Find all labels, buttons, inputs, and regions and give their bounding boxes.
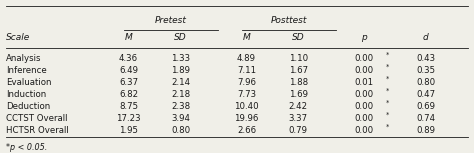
Text: 1.89: 1.89	[171, 66, 190, 75]
Text: 2.38: 2.38	[171, 102, 190, 111]
Text: 0.89: 0.89	[416, 126, 435, 135]
Text: *p < 0.05.: *p < 0.05.	[6, 143, 47, 152]
Text: 7.73: 7.73	[237, 90, 256, 99]
Text: 7.11: 7.11	[237, 66, 256, 75]
Text: 1.88: 1.88	[289, 78, 308, 87]
Text: 3.94: 3.94	[171, 114, 190, 123]
Text: 2.18: 2.18	[171, 90, 190, 99]
Text: 0.00: 0.00	[355, 66, 374, 75]
Text: HCTSR Overall: HCTSR Overall	[6, 126, 69, 135]
Text: 3.37: 3.37	[289, 114, 308, 123]
Text: 0.00: 0.00	[355, 126, 374, 135]
Text: 0.80: 0.80	[416, 78, 435, 87]
Text: 1.67: 1.67	[289, 66, 308, 75]
Text: Pretest: Pretest	[155, 16, 187, 25]
Text: M: M	[243, 33, 250, 42]
Text: 10.40: 10.40	[234, 102, 259, 111]
Text: Scale: Scale	[6, 33, 30, 42]
Text: 1.10: 1.10	[289, 54, 308, 63]
Text: 2.42: 2.42	[289, 102, 308, 111]
Text: M: M	[125, 33, 133, 42]
Text: 4.89: 4.89	[237, 54, 256, 63]
Text: 1.95: 1.95	[119, 126, 138, 135]
Text: *: *	[386, 63, 389, 69]
Text: 0.00: 0.00	[355, 102, 374, 111]
Text: *: *	[386, 111, 389, 117]
Text: 4.36: 4.36	[119, 54, 138, 63]
Text: *: *	[386, 99, 389, 105]
Text: 0.00: 0.00	[355, 90, 374, 99]
Text: Deduction: Deduction	[6, 102, 50, 111]
Text: *: *	[386, 52, 389, 58]
Text: *: *	[386, 75, 389, 82]
Text: 2.14: 2.14	[171, 78, 190, 87]
Text: Induction: Induction	[6, 90, 46, 99]
Text: 0.00: 0.00	[355, 54, 374, 63]
Text: d: d	[423, 33, 428, 42]
Text: p: p	[361, 33, 367, 42]
Text: 0.69: 0.69	[416, 102, 435, 111]
Text: Evaluation: Evaluation	[6, 78, 52, 87]
Text: 0.43: 0.43	[416, 54, 435, 63]
Text: 8.75: 8.75	[119, 102, 138, 111]
Text: Posttest: Posttest	[271, 16, 307, 25]
Text: 1.33: 1.33	[171, 54, 190, 63]
Text: 6.49: 6.49	[119, 66, 138, 75]
Text: 0.79: 0.79	[289, 126, 308, 135]
Text: 0.80: 0.80	[171, 126, 190, 135]
Text: 7.96: 7.96	[237, 78, 256, 87]
Text: 19.96: 19.96	[234, 114, 259, 123]
Text: CCTST Overall: CCTST Overall	[6, 114, 68, 123]
Text: 17.23: 17.23	[116, 114, 141, 123]
Text: 2.66: 2.66	[237, 126, 256, 135]
Text: 0.35: 0.35	[416, 66, 435, 75]
Text: SD: SD	[174, 33, 187, 42]
Text: 0.00: 0.00	[355, 114, 374, 123]
Text: *: *	[386, 123, 389, 129]
Text: 6.82: 6.82	[119, 90, 138, 99]
Text: 0.47: 0.47	[416, 90, 435, 99]
Text: Analysis: Analysis	[6, 54, 42, 63]
Text: 0.74: 0.74	[416, 114, 435, 123]
Text: 0.01: 0.01	[355, 78, 374, 87]
Text: *: *	[386, 88, 389, 93]
Text: 1.69: 1.69	[289, 90, 308, 99]
Text: SD: SD	[292, 33, 305, 42]
Text: 6.37: 6.37	[119, 78, 138, 87]
Text: Inference: Inference	[6, 66, 47, 75]
